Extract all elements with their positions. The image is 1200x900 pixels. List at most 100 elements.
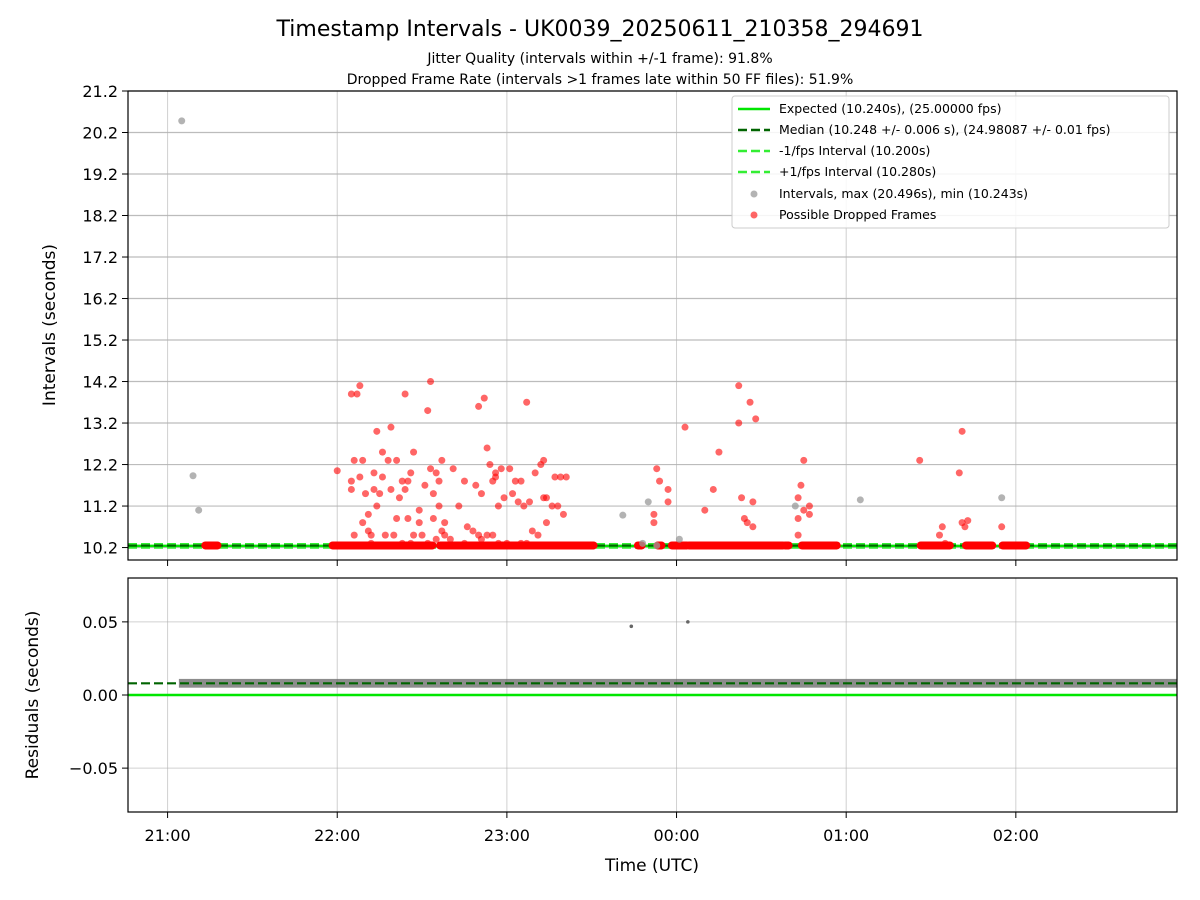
interval-point (619, 511, 627, 519)
dropped-frame-point (562, 473, 570, 481)
dropped-frame-point (364, 510, 372, 518)
dropped-frame-point (554, 502, 562, 510)
residuals-y-ticks: 0.05 0.00 −0.05 (69, 613, 128, 778)
intervals-y-tick-label: 12.2 (82, 456, 118, 475)
dropped-frame-point (449, 465, 457, 473)
dropped-frame-point (542, 494, 550, 502)
dropped-frame-point (794, 514, 802, 522)
intervals-marks (128, 117, 1177, 550)
dropped-frame-point (743, 519, 751, 527)
dropped-frame-point (398, 539, 406, 547)
residuals-y-tick-label: 0.00 (82, 686, 118, 705)
dropped-frame-point (514, 498, 522, 506)
dropped-frame-point (477, 490, 485, 498)
dropped-frame-point (935, 531, 943, 539)
dropped-frame-point (441, 531, 449, 539)
dropped-frame-point (749, 498, 757, 506)
dropped-frame-point (432, 469, 440, 477)
dropped-frame-point (424, 407, 432, 415)
dropped-frame-point (435, 477, 443, 485)
dropped-frames-band (201, 541, 222, 550)
dropped-frame-point (805, 510, 813, 518)
residual-outlier-point (686, 620, 690, 624)
dropped-frame-rate-subtitle: Dropped Frame Rate (intervals >1 frames … (347, 72, 854, 88)
legend-dropped-swatch (750, 211, 758, 219)
dropped-frame-point (998, 523, 1006, 531)
interval-point (644, 498, 652, 506)
dropped-frame-point (506, 465, 514, 473)
x-tick-label: 21:00 (145, 826, 191, 845)
dropped-frames-band (684, 541, 787, 550)
dropped-frames-band (780, 541, 793, 550)
dropped-frame-point (404, 514, 412, 522)
dropped-frame-point (961, 523, 969, 531)
dropped-frame-point (429, 514, 437, 522)
dropped-frame-point (387, 423, 395, 431)
dropped-frame-point (509, 490, 517, 498)
dropped-frames-band (961, 541, 997, 550)
dropped-frame-point (410, 531, 418, 539)
jitter-quality-subtitle: Jitter Quality (intervals within +/-1 fr… (426, 51, 772, 67)
interval-point (653, 541, 661, 549)
dropped-frame-point (362, 490, 370, 498)
dropped-frame-point (472, 481, 480, 489)
legend-dropped-label: Possible Dropped Frames (779, 207, 936, 222)
dropped-frame-point (370, 485, 378, 493)
dropped-frame-point (376, 490, 384, 498)
intervals-y-tick-label: 16.2 (82, 290, 118, 309)
dropped-frame-point (410, 448, 418, 456)
dropped-frame-point (421, 481, 429, 489)
legend: Expected (10.240s), (25.00000 fps) Media… (731, 95, 1170, 229)
dropped-frame-point (559, 510, 567, 518)
dropped-frame-point (497, 465, 505, 473)
dropped-frame-point (650, 510, 658, 518)
dropped-frame-point (503, 539, 511, 547)
dropped-frame-point (480, 394, 488, 402)
dropped-frame-point (463, 523, 471, 531)
dropped-frame-point (384, 456, 392, 464)
residuals-panel: 0.05 0.00 −0.05 21:00 22:00 23:00 00:00 01:00 0… (23, 577, 1178, 876)
dropped-frame-point (528, 527, 536, 535)
dropped-frame-point (435, 502, 443, 510)
dropped-frames-band (998, 541, 1031, 550)
dropped-frame-point (650, 519, 658, 527)
dropped-frame-point (407, 539, 415, 547)
dropped-frame-point (715, 448, 723, 456)
residual-outlier-point (629, 624, 634, 629)
legend-expected-label: Expected (10.240s), (25.00000 fps) (779, 101, 1001, 116)
dropped-frames-band (436, 541, 598, 550)
intervals-plot-frame (127, 90, 1178, 561)
dropped-frame-point (415, 519, 423, 527)
dropped-frame-point (534, 531, 542, 539)
dropped-frame-point (523, 398, 531, 406)
dropped-frame-point (427, 465, 435, 473)
dropped-frame-point (542, 519, 550, 527)
chart-title: Timestamp Intervals - UK0039_20250611_21… (276, 17, 924, 42)
dropped-frame-point (347, 485, 355, 493)
x-tick-label: 02:00 (993, 826, 1039, 845)
dropped-frame-point (460, 477, 468, 485)
dropped-frame-point (938, 523, 946, 531)
dropped-frame-point (469, 527, 477, 535)
dropped-frame-point (404, 477, 412, 485)
dropped-frame-point (540, 456, 548, 464)
dropped-frame-point (500, 494, 508, 502)
interval-point (675, 535, 683, 543)
interval-point (178, 117, 186, 125)
residuals-x-ticks: 21:00 22:00 23:00 00:00 01:00 02:00 (145, 812, 1039, 845)
dropped-frame-point (709, 485, 717, 493)
dropped-frame-point (378, 448, 386, 456)
dropped-frames-band (797, 541, 841, 550)
dropped-frame-point (548, 502, 556, 510)
dropped-frame-point (393, 456, 401, 464)
dropped-frame-point (653, 465, 661, 473)
dropped-frame-point (353, 541, 361, 549)
dropped-frame-point (333, 467, 341, 475)
dropped-frame-point (356, 382, 364, 390)
dropped-frame-point (427, 378, 435, 386)
dropped-frame-point (794, 494, 802, 502)
dropped-frame-point (955, 469, 963, 477)
legend-median-label: Median (10.248 +/- 0.006 s), (24.98087 +… (779, 122, 1110, 137)
dropped-frame-point (378, 473, 386, 481)
dropped-frame-point (395, 494, 403, 502)
